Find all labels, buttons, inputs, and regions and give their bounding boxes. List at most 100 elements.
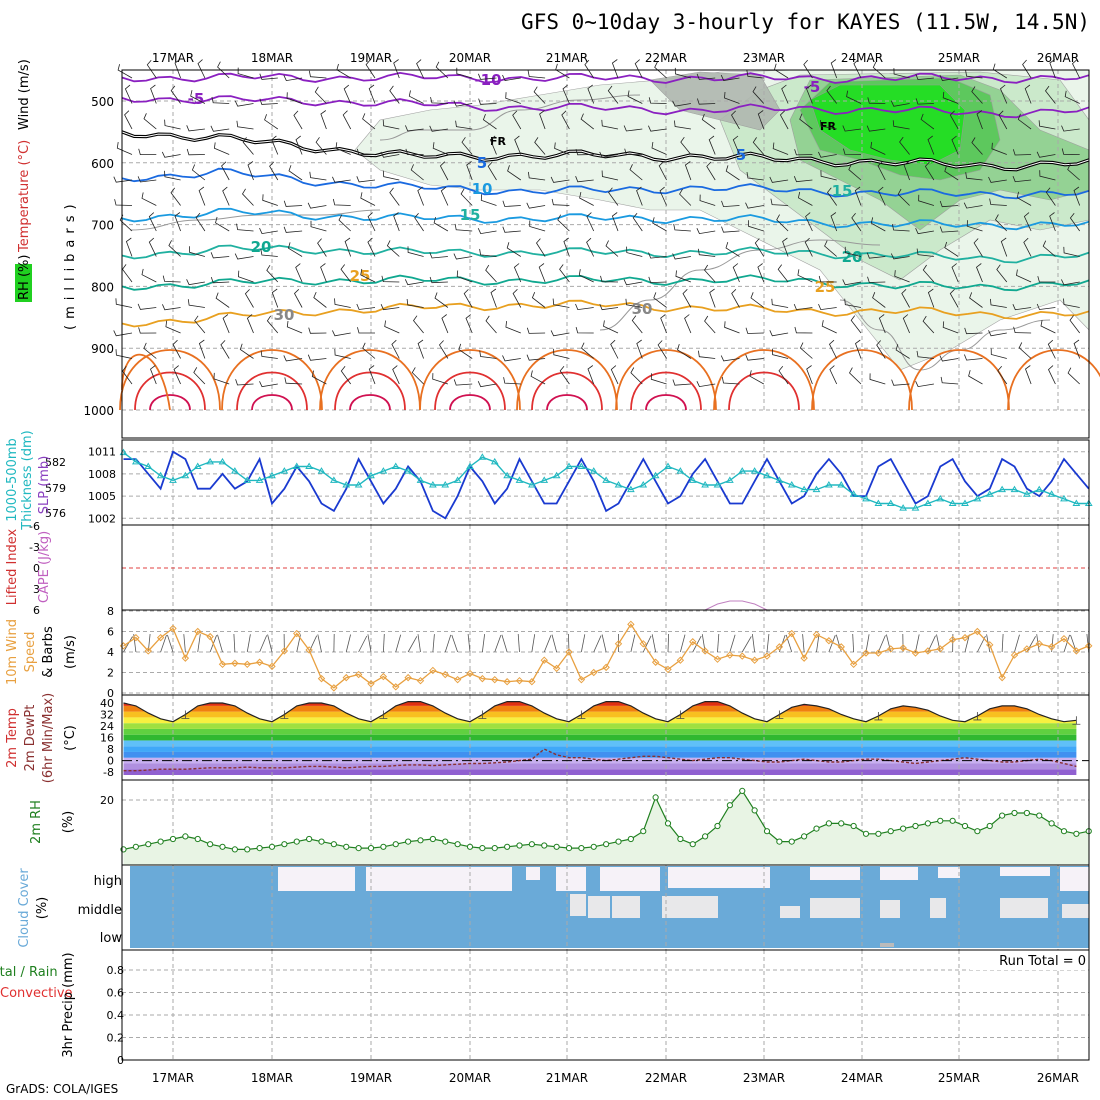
wind10-marker xyxy=(330,684,338,692)
thickness-marker xyxy=(515,476,524,483)
rh2m-marker xyxy=(479,845,486,852)
wind10-barb xyxy=(1026,636,1036,653)
wind10-barb xyxy=(551,634,558,653)
wind-barb xyxy=(190,90,206,104)
wind-barb xyxy=(264,114,279,130)
rh2m-marker xyxy=(429,835,436,843)
warm-core-contour xyxy=(615,349,717,411)
rh2m-marker xyxy=(813,825,820,832)
isotherm-label: 30 xyxy=(274,306,295,324)
hot-core-contour xyxy=(728,371,800,411)
wind10-barb xyxy=(766,634,770,653)
wind-barb xyxy=(806,84,813,104)
rh2m-marker xyxy=(219,843,226,850)
wind10-ylabel-c: & Barbs xyxy=(41,626,56,678)
wind-barb xyxy=(439,161,449,181)
wind10-marker xyxy=(293,629,301,638)
wind-barb xyxy=(382,170,400,181)
temp-band xyxy=(123,763,1077,770)
wind-barb xyxy=(1061,148,1080,155)
wind-barb xyxy=(820,170,837,181)
wind-barb xyxy=(851,213,862,232)
wind-barb xyxy=(334,348,351,359)
isotherm-line xyxy=(121,71,1090,84)
thickness-marker xyxy=(1072,499,1081,506)
wind-barb xyxy=(286,320,303,334)
wind-barb xyxy=(922,264,935,283)
thickness-marker xyxy=(131,457,140,465)
wind10-ylabel-a-line: 10m Wind xyxy=(5,619,20,685)
rh2m-marker xyxy=(825,820,832,827)
temp2m-ylabel-b-line: 2m DewPt xyxy=(23,705,38,772)
wind-barb xyxy=(949,289,959,308)
wind-barb xyxy=(271,135,279,155)
cloud-high-gap xyxy=(668,867,770,888)
wind-barb xyxy=(242,137,254,155)
wind10-barb xyxy=(367,634,372,653)
wind-barb xyxy=(939,74,959,81)
wind-barb xyxy=(626,246,643,257)
wind-barb xyxy=(965,70,983,79)
temp-minmax xyxy=(874,711,883,721)
thickness-marker xyxy=(552,471,561,479)
rh2m-marker xyxy=(565,845,573,852)
cloud-unit: (%) xyxy=(35,897,50,920)
wind10-barb xyxy=(752,634,756,653)
wind10-marker xyxy=(552,664,561,673)
warm-core-contour xyxy=(713,349,815,411)
wind10-marker xyxy=(478,674,487,683)
wind-barb xyxy=(611,212,619,232)
thickness-marker xyxy=(787,481,796,488)
thickness-marker xyxy=(466,462,474,469)
temp2m-tick: 32 xyxy=(100,709,114,722)
wind10-marker xyxy=(392,683,400,691)
wind-barb xyxy=(1044,85,1056,104)
wind10-barb xyxy=(667,633,669,653)
wind-barb xyxy=(720,74,740,81)
wind10-marker xyxy=(936,645,944,653)
wind10-barb xyxy=(197,634,201,653)
thickness-marker xyxy=(1047,490,1056,497)
wind-barb xyxy=(600,275,619,283)
cloud-level-label: low xyxy=(100,931,123,946)
wind10-marker xyxy=(701,647,709,655)
isotherm-label: 10 xyxy=(472,180,493,198)
wind-barb xyxy=(191,164,206,181)
wind-barb xyxy=(332,176,351,183)
wind-barb xyxy=(210,252,230,259)
wind-barb xyxy=(198,339,206,359)
wind-barb xyxy=(902,314,910,334)
wind10-marker xyxy=(1072,647,1081,655)
wind-barb xyxy=(696,381,716,388)
rh2m-marker xyxy=(466,843,474,850)
wind-barb xyxy=(794,149,813,156)
wind-barb xyxy=(939,200,959,208)
warm-core-contour xyxy=(908,349,1010,411)
wind10-barb xyxy=(147,634,151,653)
wind-barb xyxy=(456,270,473,283)
cape-line xyxy=(123,600,1089,611)
wind10-marker xyxy=(565,648,573,656)
warm-core-contour xyxy=(1007,349,1100,411)
wind-barb xyxy=(965,172,983,181)
wind-barb xyxy=(854,186,862,206)
wind-barb xyxy=(944,165,959,181)
rh2m-area xyxy=(123,790,1089,865)
thickness-marker xyxy=(1060,494,1068,502)
isotherm-line xyxy=(121,95,1090,119)
wind-barb xyxy=(918,194,935,206)
precip-tick: 0.6 xyxy=(107,987,125,1000)
rh2m-marker xyxy=(169,835,177,843)
wind10-barb xyxy=(816,634,820,653)
wind10-marker xyxy=(144,647,152,655)
thickness-marker xyxy=(577,462,586,469)
wind10-barb xyxy=(481,634,485,653)
wind-barb xyxy=(942,321,959,334)
wind-barb xyxy=(990,298,1007,308)
wind-barb xyxy=(672,379,691,386)
wind-barb xyxy=(731,289,740,308)
wind-barb xyxy=(405,148,424,156)
wind-barb xyxy=(260,350,278,359)
wind-barb xyxy=(849,367,862,385)
hot-core-contour xyxy=(236,371,308,411)
